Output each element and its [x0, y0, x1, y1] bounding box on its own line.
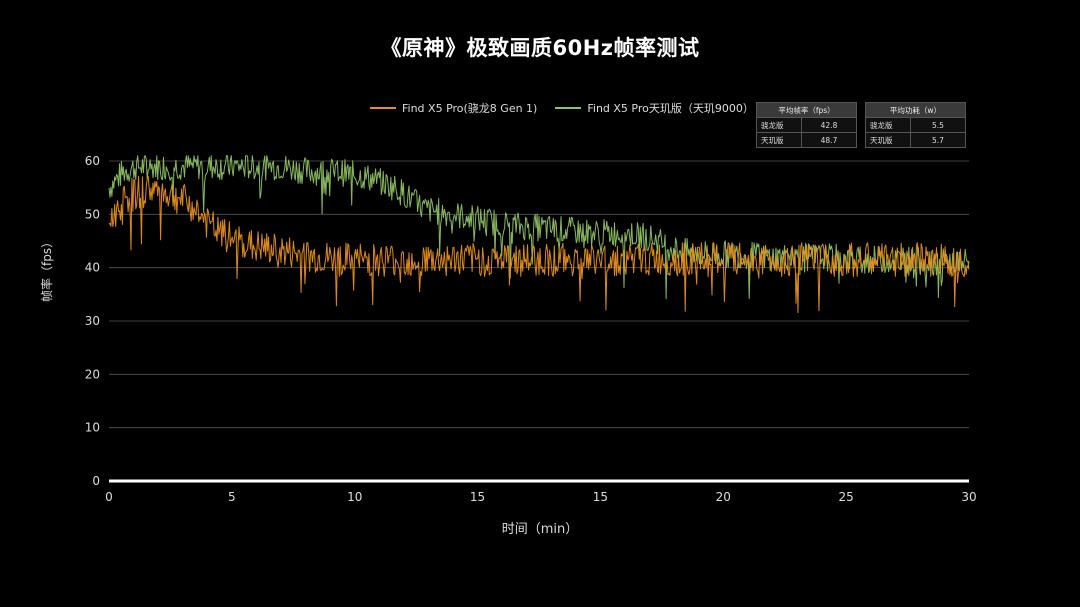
y-tick-label: 20	[85, 367, 100, 381]
x-tick-label: 30	[961, 490, 976, 504]
table-row: 天玑版 5.7	[865, 132, 966, 148]
series-line-dimensity	[108, 155, 970, 300]
y-tick-label: 50	[85, 207, 100, 221]
x-tick-label: 10	[347, 490, 362, 504]
legend-swatch-dimensity	[555, 107, 582, 109]
x-tick-label: 5	[228, 490, 236, 504]
legend-label-snapdragon: Find X5 Pro(骁龙8 Gen 1)	[402, 102, 538, 115]
x-tick-label: 25	[839, 490, 854, 504]
table-cell-label: 天玑版	[756, 132, 802, 148]
table-cell-value: 42.8	[801, 117, 857, 133]
table-cell-value: 48.7	[801, 132, 857, 148]
x-axis-label: 时间（min）	[501, 522, 579, 537]
y-tick-label: 30	[85, 314, 100, 328]
y-tick-label: 10	[85, 421, 100, 435]
table-cell-label: 天玑版	[865, 132, 911, 148]
x-tick-label: 15	[470, 490, 485, 504]
series-line-snapdragon	[108, 175, 970, 314]
legend-item-dimensity: Find X5 Pro天玑版（天玑9000）	[555, 100, 754, 116]
y-tick-label: 0	[92, 474, 100, 488]
y-tick-label: 40	[85, 261, 100, 275]
x-tick-label: 0	[105, 490, 113, 504]
table-row: 骁龙版 5.5	[865, 117, 966, 133]
table-cell-label: 骁龙版	[865, 117, 911, 133]
y-tick-label: 60	[85, 154, 100, 168]
legend-item-snapdragon: Find X5 Pro(骁龙8 Gen 1)	[370, 100, 537, 116]
table-cell-value: 5.5	[910, 117, 966, 133]
table-row: 天玑版 48.7	[756, 132, 857, 148]
avg-power-header: 平均功耗（w）	[865, 102, 966, 118]
avg-fps-table: 平均帧率（fps） 骁龙版 42.8 天玑版 48.7	[756, 102, 857, 148]
avg-power-table: 平均功耗（w） 骁龙版 5.5 天玑版 5.7	[865, 102, 966, 148]
legend: Find X5 Pro(骁龙8 Gen 1) Find X5 Pro天玑版（天玑…	[370, 100, 754, 116]
table-cell-label: 骁龙版	[756, 117, 802, 133]
x-tick-label: 15	[593, 490, 608, 504]
chart-title: 《原神》极致画质60Hz帧率测试	[380, 36, 700, 60]
legend-label-dimensity: Find X5 Pro天玑版（天玑9000）	[587, 102, 754, 115]
x-tick-label: 20	[716, 490, 731, 504]
avg-fps-header: 平均帧率（fps）	[756, 102, 857, 118]
table-cell-value: 5.7	[910, 132, 966, 148]
table-row: 骁龙版 42.8	[756, 117, 857, 133]
legend-swatch-snapdragon	[370, 107, 396, 109]
